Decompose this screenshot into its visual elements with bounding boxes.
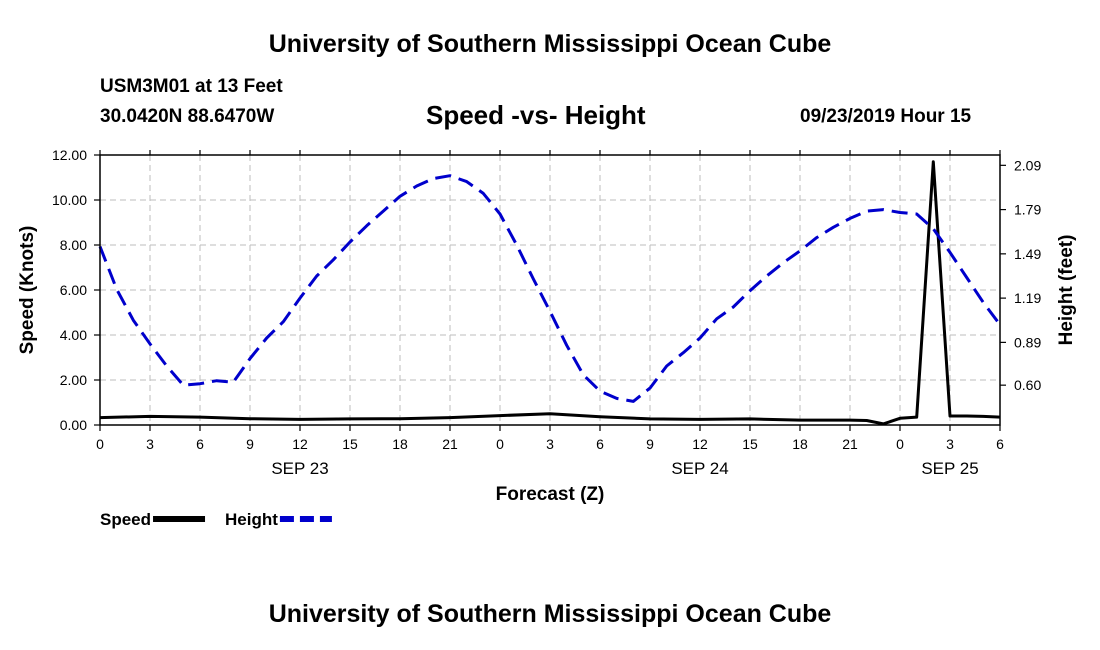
- x-tick-label: 0: [96, 436, 104, 452]
- legend: Speed Height: [100, 510, 332, 529]
- x-tick-label: 15: [742, 436, 758, 452]
- y-tick-label: 8.00: [60, 237, 87, 253]
- x-tick-label: 0: [896, 436, 904, 452]
- y-tick-label: 4.00: [60, 327, 87, 343]
- x-tick-label: 21: [442, 436, 458, 452]
- legend-label-height: Height: [225, 510, 278, 529]
- x-tick-label: 9: [246, 436, 254, 452]
- day-label: SEP 25: [921, 459, 978, 478]
- axis-ticks: [94, 150, 1006, 431]
- axis-labels: 0 3 6 9 12 15 18 21 0 3 6 9 12 15 18 21 0 3 6 SEP 23 SEP 24 S…: [17, 147, 1077, 505]
- y2-tick-label: 2.09: [1014, 157, 1041, 173]
- day-label: SEP 24: [671, 459, 728, 478]
- x-axis-label: Forecast (Z): [496, 484, 605, 505]
- y-tick-label: 6.00: [60, 282, 87, 298]
- x-tick-label: 3: [546, 436, 554, 452]
- station-label: USM3M01 at 13 Feet: [100, 76, 283, 97]
- plot-frame: [99, 154, 1001, 426]
- x-tick-label: 3: [946, 436, 954, 452]
- x-tick-label: 12: [292, 436, 308, 452]
- day-label: SEP 23: [271, 459, 328, 478]
- forecast-timestamp: 09/23/2019 Hour 15: [800, 106, 972, 127]
- chart-title: Speed -vs- Height: [426, 100, 646, 130]
- series-line-height: [98, 174, 1002, 403]
- footer-title: University of Southern Mississippi Ocean…: [268, 600, 832, 628]
- x-tick-label: 18: [392, 436, 408, 452]
- y2-tick-label: 1.19: [1014, 290, 1041, 306]
- series-layer: [98, 160, 1002, 426]
- y-tick-label: 12.00: [52, 147, 87, 163]
- y2-tick-label: 1.49: [1014, 246, 1041, 262]
- x-tick-label: 0: [496, 436, 504, 452]
- legend-label-speed: Speed: [100, 510, 151, 529]
- station-coordinates: 30.0420N 88.6470W: [100, 106, 275, 127]
- page-title: University of Southern Mississippi Ocean…: [268, 30, 832, 58]
- y-tick-label: 2.00: [60, 372, 87, 388]
- y2-tick-label: 0.89: [1014, 334, 1041, 350]
- series-line-speed: [99, 160, 1001, 426]
- y-tick-label: 0.00: [60, 417, 87, 433]
- x-tick-label: 3: [146, 436, 154, 452]
- x-tick-label: 6: [996, 436, 1004, 452]
- x-tick-label: 21: [842, 436, 858, 452]
- x-tick-label: 15: [342, 436, 358, 452]
- x-tick-label: 9: [646, 436, 654, 452]
- y2-tick-label: 1.79: [1014, 202, 1041, 218]
- y2-tick-label: 0.60: [1014, 377, 1041, 393]
- x-tick-label: 12: [692, 436, 708, 452]
- x-tick-label: 6: [196, 436, 204, 452]
- x-tick-label: 6: [596, 436, 604, 452]
- y2-axis-label: Height (feet): [1056, 235, 1077, 346]
- y-tick-label: 10.00: [52, 192, 87, 208]
- y-axis-label: Speed (Knots): [17, 226, 38, 355]
- grid-lines: [100, 155, 1000, 425]
- x-tick-label: 18: [792, 436, 808, 452]
